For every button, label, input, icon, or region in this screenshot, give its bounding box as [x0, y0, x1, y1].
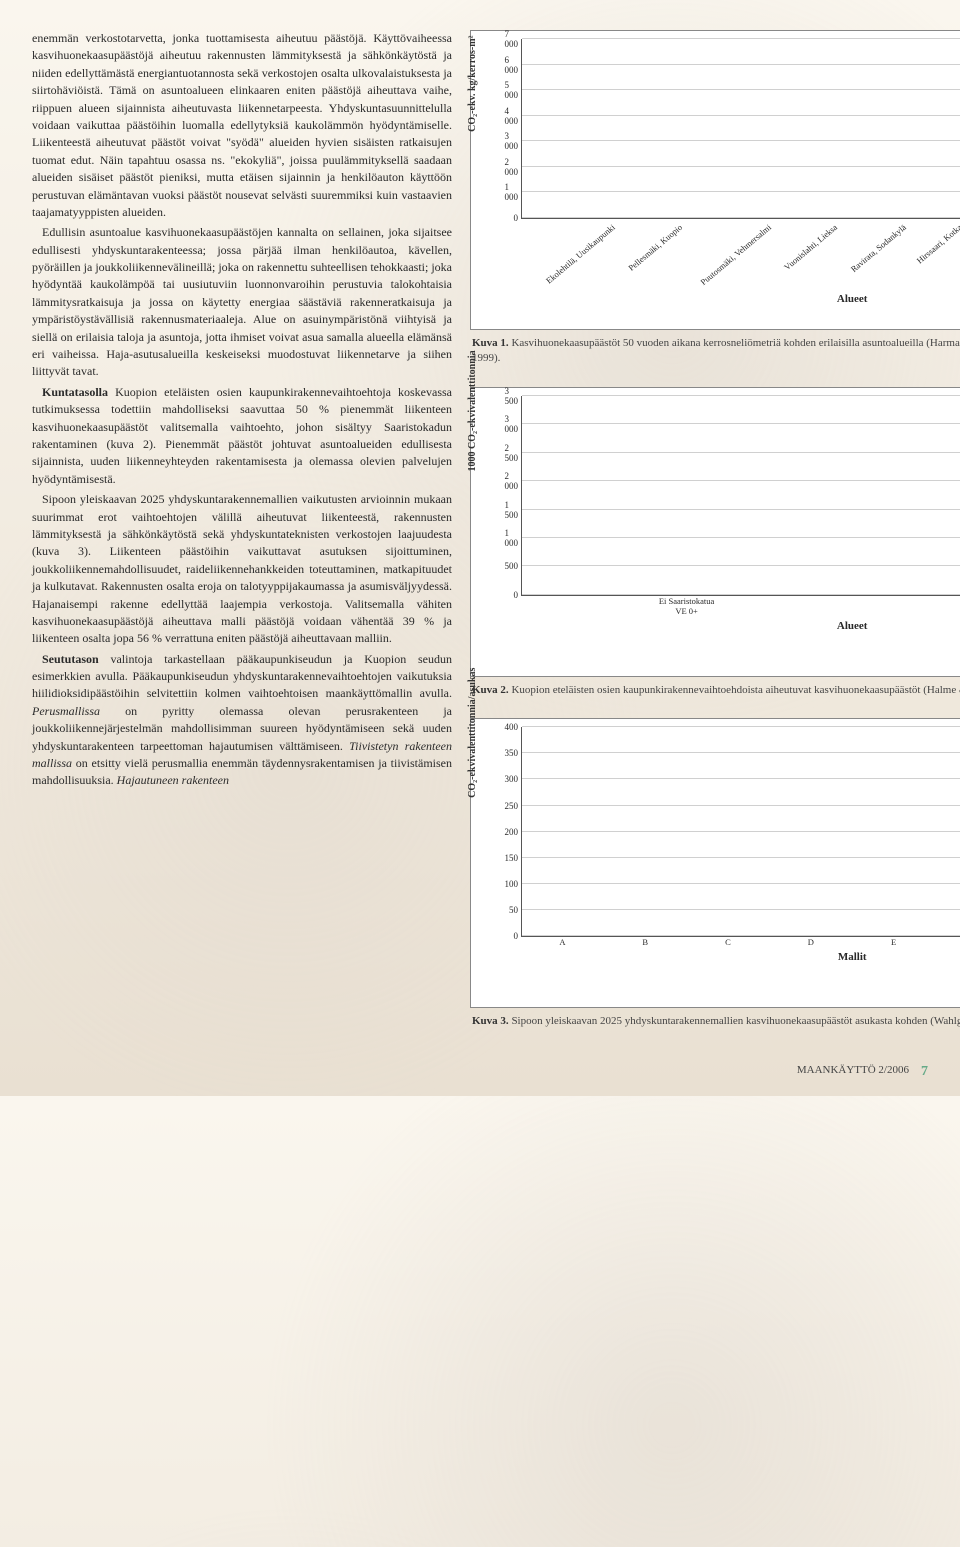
x-category-label: B — [604, 937, 687, 947]
para-1: enemmän verkostotarvetta, jonka tuottami… — [32, 30, 452, 221]
magazine-id: MAANKÄYTTÖ 2/2006 — [797, 1064, 909, 1080]
chart3-plot: 050100150200250300350400 — [521, 727, 960, 937]
chart2-plot: 05001 0001 5002 0002 5003 0003 500 — [521, 396, 960, 596]
page-footer: MAANKÄYTTÖ 2/2006 7 — [0, 1060, 960, 1096]
x-category-label: A — [521, 937, 604, 947]
chart3-x-label: Mallit — [521, 951, 960, 963]
x-category-label: F — [935, 937, 960, 947]
chart1-y-label: CO₂-ekv. kg/kerros-m² — [467, 35, 478, 131]
para-3: Kuntatasolla Kuopion eteläisten osien ka… — [32, 384, 452, 488]
para-4: Sipoon yleiskaavan 2025 yhdyskuntarakenn… — [32, 491, 452, 648]
x-category-label: C — [687, 937, 770, 947]
figure-2: Liikenne Verkostot yms. Rakennukset 1000… — [470, 387, 960, 698]
x-category-label: Ei Saaristokatua — [521, 596, 852, 606]
para-5: Seututason valintoja tarkastellaan pääka… — [32, 651, 452, 790]
x-category-label: VE 1 — [852, 606, 960, 616]
chart2-caption: Kuva 2. Kuopion eteläisten osien kaupunk… — [472, 683, 960, 698]
body-text-column: enemmän verkostotarvetta, jonka tuottami… — [32, 30, 452, 1050]
para-2: Edullisin asuntoalue kasvihuonekaasupääs… — [32, 224, 452, 381]
chart3-caption: Kuva 3. Sipoon yleiskaavan 2025 yhdyskun… — [472, 1014, 960, 1029]
chart2-x-label: Alueet — [521, 620, 960, 632]
figure-3: Liikenne Käyttö Tuotanto CO₂-ekvivalentt… — [470, 718, 960, 1029]
figure-1: Liikenne Käyttö Tuotanto CO₂-ekv. kg/ker… — [470, 30, 960, 367]
figures-column: Liikenne Käyttö Tuotanto CO₂-ekv. kg/ker… — [470, 30, 960, 1050]
page-number: 7 — [921, 1064, 928, 1080]
x-category-label: VE 0+ — [521, 606, 852, 616]
chart1-caption: Kuva 1. Kasvihuonekaasupäästöt 50 vuoden… — [472, 336, 960, 367]
x-category-label: E — [852, 937, 935, 947]
x-category-label: D — [769, 937, 852, 947]
chart2-y-label: 1000 CO₂-ekvivalenttitonnia — [467, 350, 478, 471]
chart1-plot: 01 0002 0003 0004 0005 0006 0007 000 — [521, 39, 960, 219]
chart3-y-label: CO₂-ekvivalenttitonnia/asukas — [467, 668, 478, 798]
x-category-label: Saaristokatu — [852, 596, 960, 606]
